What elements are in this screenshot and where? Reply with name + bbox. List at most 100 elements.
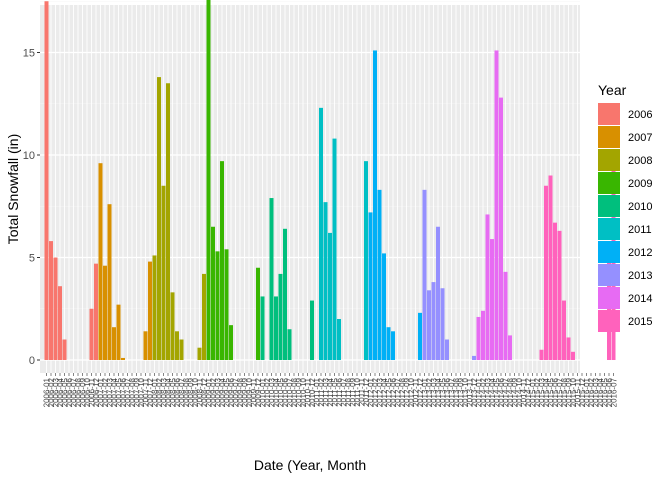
x-tick-label: 2012-08 [398,377,407,407]
x-tick-label: 2010-10 [299,377,308,407]
legend-label-2009: 2009 [628,178,652,190]
bar-2009-06 [229,325,233,360]
x-tick-label: 2008-01 [151,377,160,407]
bar-2009-02 [211,226,215,360]
x-tick-label: 2010-01 [259,377,268,407]
legend-key-2009 [598,172,620,194]
x-tick-label: 2009-05 [223,377,232,407]
x-tick-label: 2013-07 [448,377,457,407]
bar-2007-12 [148,261,152,360]
bar-2011-05 [332,138,337,360]
x-tick-label: 2011-12 [362,377,371,406]
bar-2015-08 [562,300,566,360]
bar-2007-03 [107,204,112,360]
bar-2013-01 [422,189,427,360]
x-tick-label: 2010-12 [308,377,317,407]
x-tick-label: 2010-02 [263,377,272,407]
bar-2009-01 [206,0,211,360]
x-tick-label: 2014-11 [520,377,529,406]
x-tick-label: 2015-03 [538,377,547,407]
x-tick-label: 2011-04 [326,377,335,406]
bar-2008-07 [179,339,184,360]
x-tick-label: 2015-12 [578,377,587,407]
legend-key-2012 [598,241,620,263]
x-tick-label: 2016-03 [592,377,601,407]
bar-2006-05 [62,339,67,360]
x-tick-label: 2009-10 [245,377,254,407]
x-tick-label: 2012-07 [394,377,403,407]
x-tick-label: 2013-03 [430,377,439,407]
x-tick-label: 2010-07 [286,377,295,407]
legend-title: Year [598,82,627,98]
x-tick-label: 2012-09 [403,377,412,407]
bar-2014-08 [508,335,512,360]
bar-2012-12 [418,312,422,360]
x-tick-label: 2014-06 [497,377,506,407]
bar-2010-03 [269,198,274,360]
bar-2006-02 [49,241,53,360]
x-tick-label: 2007-07 [124,377,133,407]
bar-2013-02 [427,290,431,360]
legend-label-2012: 2012 [628,247,652,259]
bar-2006-11 [89,308,94,360]
x-tick-label: 2009-09 [241,377,250,407]
x-tick-label: 2007-12 [146,377,155,407]
bar-2013-06 [445,339,449,360]
x-tick-label: 2010-03 [268,377,277,407]
x-tick-label: 2012-10 [407,377,416,407]
bar-2008-01 [152,255,157,360]
x-tick-label: 2006-05 [61,377,70,407]
legend-key-2007 [598,126,620,148]
x-tick-label: 2011-05 [331,377,340,406]
bar-2015-09 [566,337,571,360]
bar-2015-04 [544,185,548,360]
x-tick-label: 2009-08 [236,377,245,407]
x-tick-label: 2014-03 [484,377,493,407]
bar-2008-03 [161,185,166,360]
bar-2014-05 [494,50,499,360]
x-tick-label: 2012-01 [367,377,376,407]
x-tick-label: 2008-10 [191,377,200,407]
x-tick-label: 2012-12 [416,377,425,407]
bar-2014-07 [503,271,508,360]
bar-2008-11 [197,347,202,360]
x-tick-label: 2015-04 [542,377,551,407]
x-tick-label: 2007-01 [97,377,106,407]
x-tick-label: 2011-06 [335,377,344,406]
bar-2009-04 [220,161,224,360]
x-tick-label: 2006-04 [56,377,65,407]
x-tick-label: 2010-06 [281,377,290,407]
x-tick-label: 2014-12 [524,377,533,407]
x-tick-label: 2014-04 [488,377,497,407]
x-tick-label: 2007-08 [128,377,137,407]
bar-2006-03 [53,257,58,360]
x-tick-label: 2011-01 [313,377,322,406]
x-tick-label: 2007-06 [119,377,128,407]
x-tick-label: 2013-05 [439,377,448,407]
legend-label-2007: 2007 [628,132,652,144]
legend-key-2011 [598,218,620,240]
x-tick-label: 2013-12 [470,377,479,407]
x-tick-label: 2010-11 [304,377,313,406]
legend-key-2006 [598,103,620,125]
x-tick-label: 2012-06 [389,377,398,407]
bar-2006-01 [44,1,49,360]
x-tick-label: 2015-11 [574,377,583,406]
x-tick-label: 2007-11 [142,377,151,406]
bar-2012-03 [377,189,382,360]
bar-2007-05 [116,304,121,360]
x-tick-label: 2016-07 [610,377,619,407]
x-tick-label: 2009-06 [227,377,236,407]
x-tick-label: 2013-08 [452,377,461,407]
bar-2010-12 [310,300,314,360]
x-tick-label: 2007-10 [137,377,146,407]
y-tick-label: 5 [29,253,35,265]
x-tick-label: 2008-08 [182,377,191,407]
x-tick-label: 2008-12 [200,377,209,407]
x-tick-label: 2011-09 [349,377,358,406]
legend-key-2008 [598,149,620,171]
bar-2014-03 [485,214,490,360]
y-tick-label: 0 [29,355,35,367]
bar-2015-10 [571,351,575,360]
x-tick-label: 2016-01 [583,377,592,407]
